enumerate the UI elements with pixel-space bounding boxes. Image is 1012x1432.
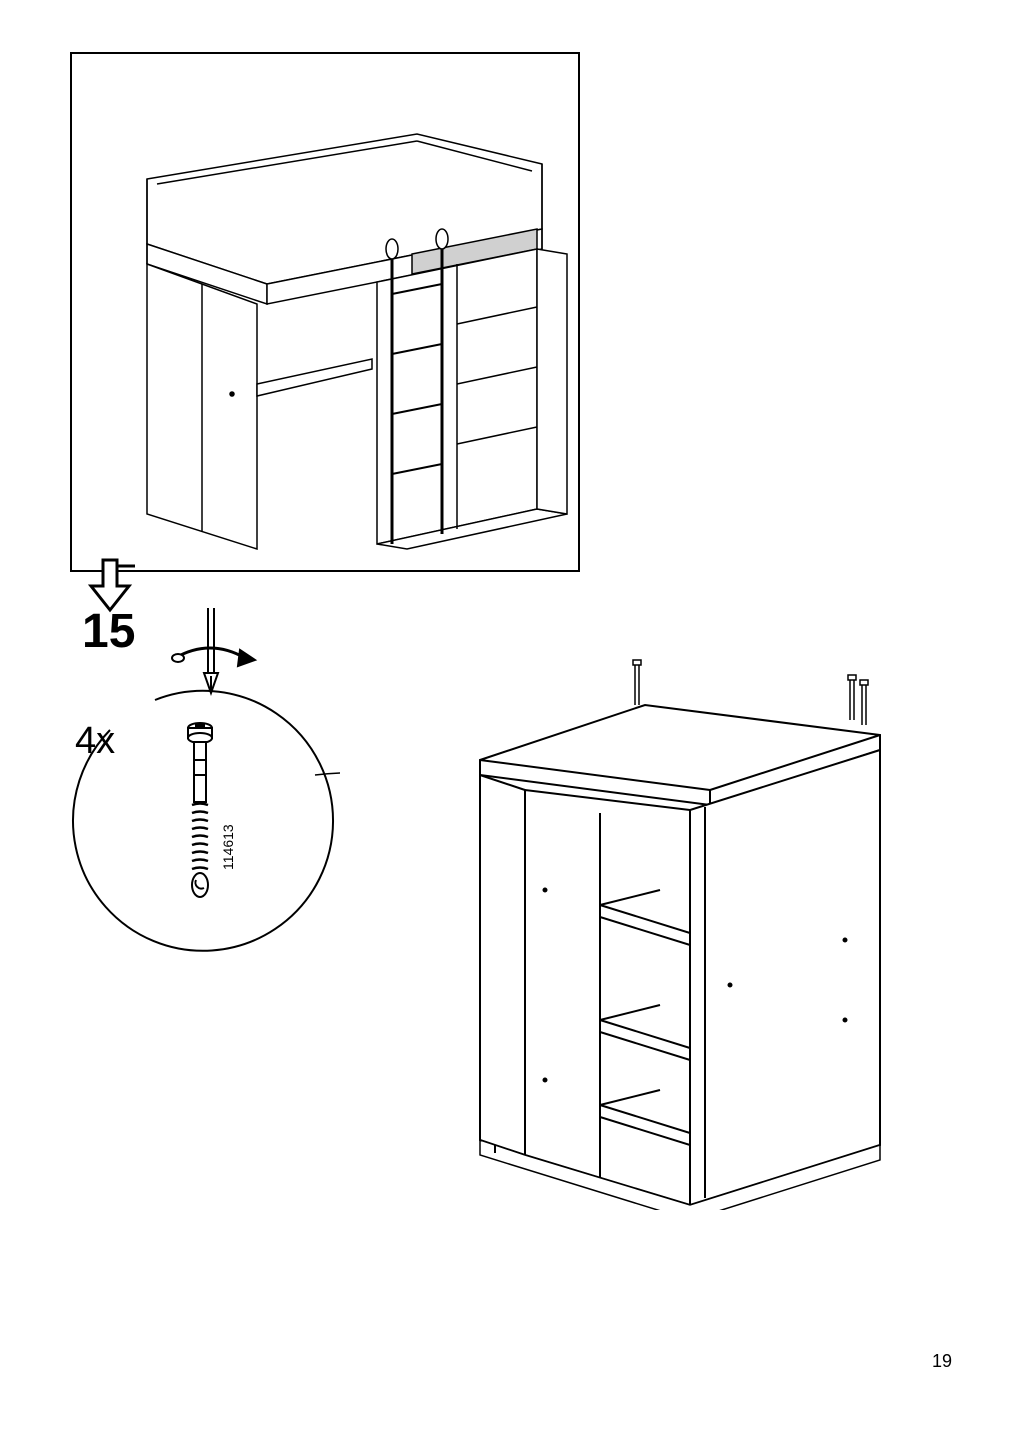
hardware-part-number: 114613 [220, 824, 236, 870]
hardware-detail-circle [60, 680, 340, 970]
reference-illustration-box [70, 52, 580, 572]
loft-bed-illustration [72, 54, 582, 574]
step-number: 15 [82, 604, 135, 659]
instruction-page: 15 4x [0, 0, 1012, 1432]
cabinet-illustration [450, 650, 920, 1210]
page-number: 19 [932, 1351, 952, 1372]
